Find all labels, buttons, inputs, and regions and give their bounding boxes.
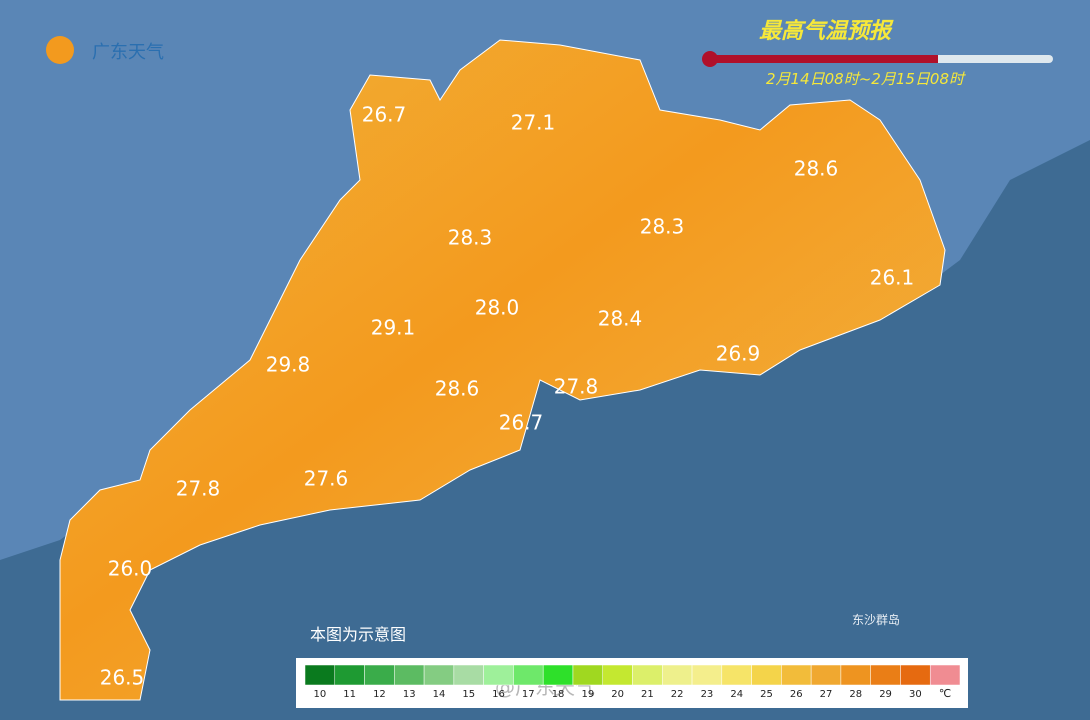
temperature-label: 28.4: [598, 307, 643, 331]
legend-swatch: [810, 664, 842, 686]
legend-swatch: [751, 664, 782, 686]
temperature-label: 28.3: [640, 215, 685, 239]
sea: [0, 140, 1090, 720]
title-bar-bulb: [702, 51, 718, 67]
legend-tick: 14: [433, 689, 446, 700]
legend-tick: 28: [849, 689, 862, 700]
temperature-label: 28.0: [475, 296, 520, 320]
temperature-label: 26.9: [716, 342, 761, 366]
legend-swatch: [929, 664, 961, 686]
legend-swatch: [602, 664, 633, 686]
temperature-label: 27.8: [176, 477, 221, 501]
legend-swatch: [900, 664, 931, 686]
legend-swatch: [483, 664, 514, 686]
legend-swatch: [304, 664, 336, 686]
legend-swatch: [781, 664, 812, 686]
legend-tick: 30: [909, 689, 922, 700]
legend-tick: 16: [492, 689, 505, 700]
legend-tick: 13: [403, 689, 416, 700]
legend-tick: 21: [641, 689, 654, 700]
legend-tick: 29: [879, 689, 892, 700]
legend-swatch: [632, 664, 663, 686]
legend-swatch: [870, 664, 901, 686]
title: 最高气温预报: [759, 18, 894, 44]
legend-swatch: [542, 664, 574, 686]
temperature-label: 26.1: [870, 266, 915, 290]
legend-tick: 27: [820, 689, 833, 700]
legend-swatch: [423, 664, 455, 686]
legend-swatch: [572, 664, 603, 686]
legend-tick: 23: [701, 689, 714, 700]
temperature-label: 26.5: [100, 666, 145, 690]
legend-swatch: [691, 664, 723, 686]
legend-tick: 24: [730, 689, 743, 700]
temperature-label: 28.6: [794, 157, 839, 181]
legend-swatch: [721, 664, 752, 686]
legend-tick: 17: [522, 689, 535, 700]
legend-swatch: [453, 664, 484, 686]
legend-tick: 19: [581, 689, 594, 700]
legend-tick: 15: [462, 689, 475, 700]
temperature-label: 26.0: [108, 557, 153, 581]
temperature-label: 26.7: [362, 103, 407, 127]
legend-tick: 25: [760, 689, 773, 700]
guangdong-region: [59, 39, 946, 701]
legend-tick: 18: [552, 689, 565, 700]
period: 2月14日08时~2月15日08时: [766, 70, 966, 88]
legend-tick: 11: [343, 689, 356, 700]
temperature-label: 29.8: [266, 353, 311, 377]
temperature-label: 26.7: [499, 411, 544, 435]
note: 本图为示意图: [310, 625, 406, 644]
logo-text: 广东天气: [92, 42, 164, 63]
temperature-label: 27.6: [304, 467, 349, 491]
temperature-label: 28.3: [448, 226, 493, 250]
legend-tick: 10: [314, 689, 327, 700]
legend-swatch: [394, 664, 425, 686]
legend-tick: 12: [373, 689, 386, 700]
temperature-label: 29.1: [371, 316, 416, 340]
legend-swatch: [513, 664, 544, 686]
legend-tick: 26: [790, 689, 803, 700]
title-bar-fill: [708, 55, 938, 63]
logo-icon: [46, 36, 74, 64]
temperature-label: 28.6: [435, 377, 480, 401]
temperature-label: 27.8: [554, 375, 599, 399]
legend-tick: 20: [611, 689, 624, 700]
island-label: 东沙群岛: [852, 612, 900, 627]
temperature-label: 27.1: [511, 111, 556, 135]
legend-swatch: [662, 664, 693, 686]
legend-swatch: [364, 664, 395, 686]
legend-tick: 22: [671, 689, 684, 700]
legend-swatch: [840, 664, 871, 686]
legend-unit: ℃: [939, 687, 951, 700]
legend-swatch: [334, 664, 365, 686]
